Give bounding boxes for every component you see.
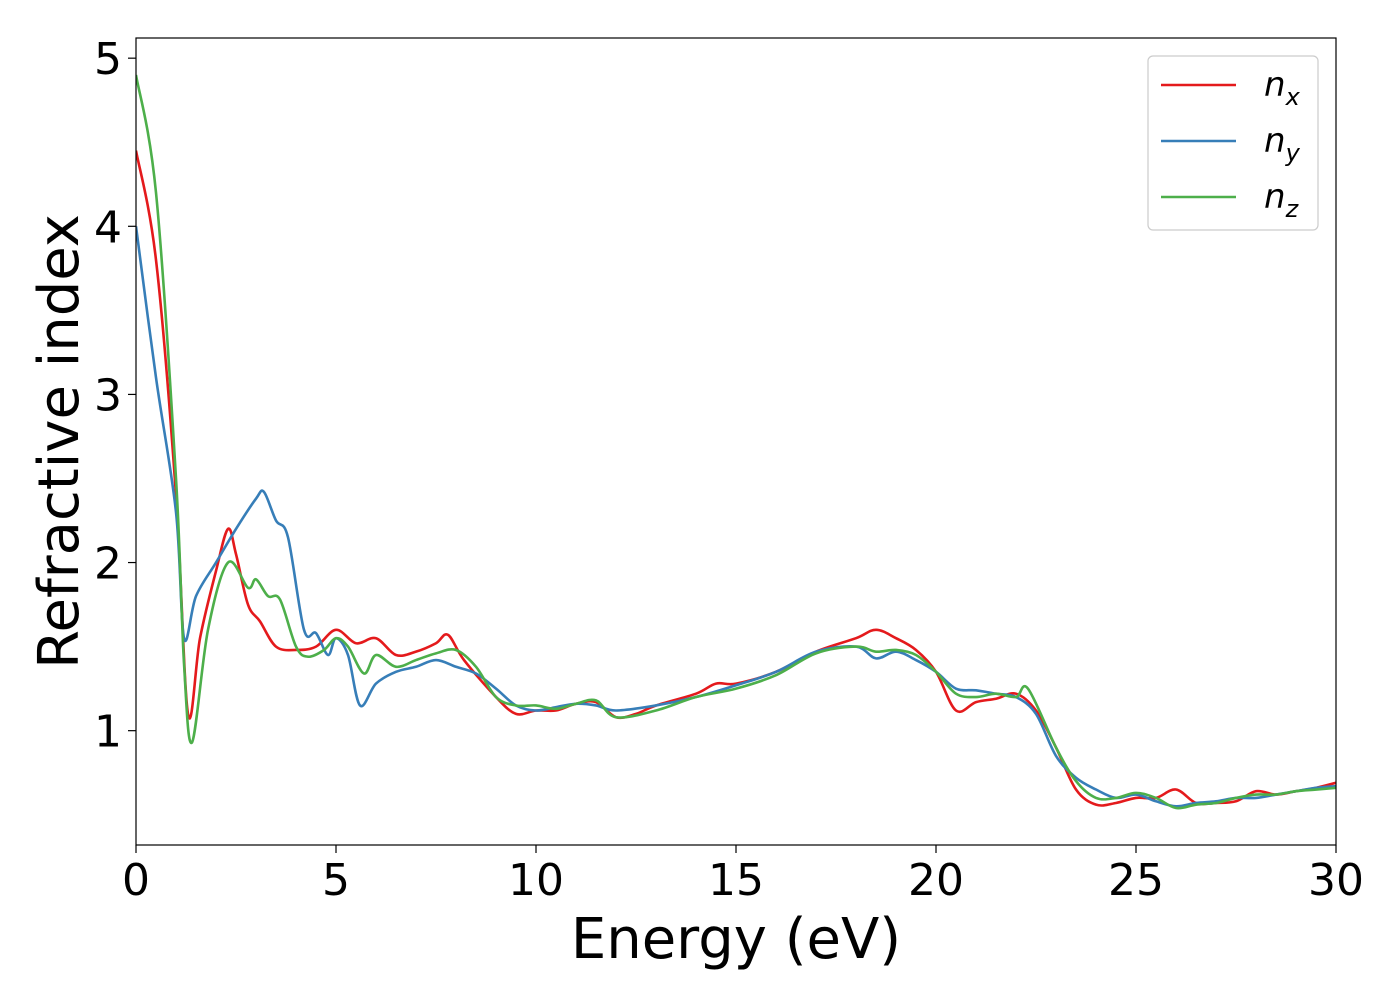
legend-label: nx xyxy=(1264,65,1301,111)
x-tick-label: 30 xyxy=(1308,855,1364,906)
series-line-n-y xyxy=(136,226,1336,808)
x-tick-label: 25 xyxy=(1108,855,1164,906)
y-tick-label: 5 xyxy=(94,34,122,85)
series-line-n-x xyxy=(136,150,1336,807)
y-tick-label: 2 xyxy=(94,539,122,590)
legend-label: nz xyxy=(1264,177,1300,223)
x-tick-label: 0 xyxy=(122,855,150,906)
x-axis-label: Energy (eV) xyxy=(571,907,901,972)
tick-layer: 0 5 10 15 20 25 30 1 2 3 4 5 xyxy=(94,34,1364,906)
x-tick-label: 10 xyxy=(508,855,564,906)
legend-label: ny xyxy=(1264,121,1301,167)
legend: nx ny nz xyxy=(1147,55,1319,231)
y-tick-label: 3 xyxy=(94,370,122,421)
x-tick-label: 15 xyxy=(708,855,764,906)
legend-box xyxy=(1147,55,1319,231)
y-tick-label: 1 xyxy=(94,707,122,758)
x-tick-label: 5 xyxy=(322,855,350,906)
series-line-n-z xyxy=(136,74,1336,810)
y-tick-label: 4 xyxy=(94,202,122,253)
y-axis-label: Refractive index xyxy=(27,214,92,669)
x-tick-label: 20 xyxy=(908,855,964,906)
series-layer xyxy=(136,74,1336,810)
